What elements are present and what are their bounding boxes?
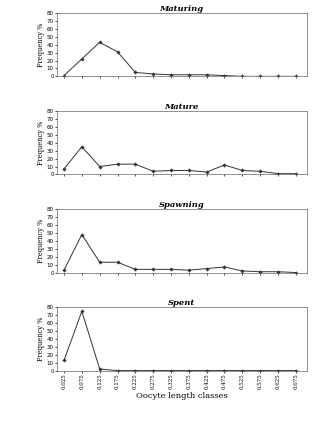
Y-axis label: Frequency %: Frequency %: [37, 317, 45, 361]
X-axis label: Oocyte length classes: Oocyte length classes: [136, 392, 228, 400]
Title: Mature: Mature: [165, 103, 199, 111]
Title: Spent: Spent: [168, 299, 195, 307]
Y-axis label: Frequency %: Frequency %: [37, 121, 45, 165]
Y-axis label: Frequency %: Frequency %: [37, 219, 45, 263]
Title: Maturing: Maturing: [160, 5, 204, 13]
Title: Spawning: Spawning: [159, 201, 204, 209]
Y-axis label: Frequency %: Frequency %: [37, 23, 45, 67]
